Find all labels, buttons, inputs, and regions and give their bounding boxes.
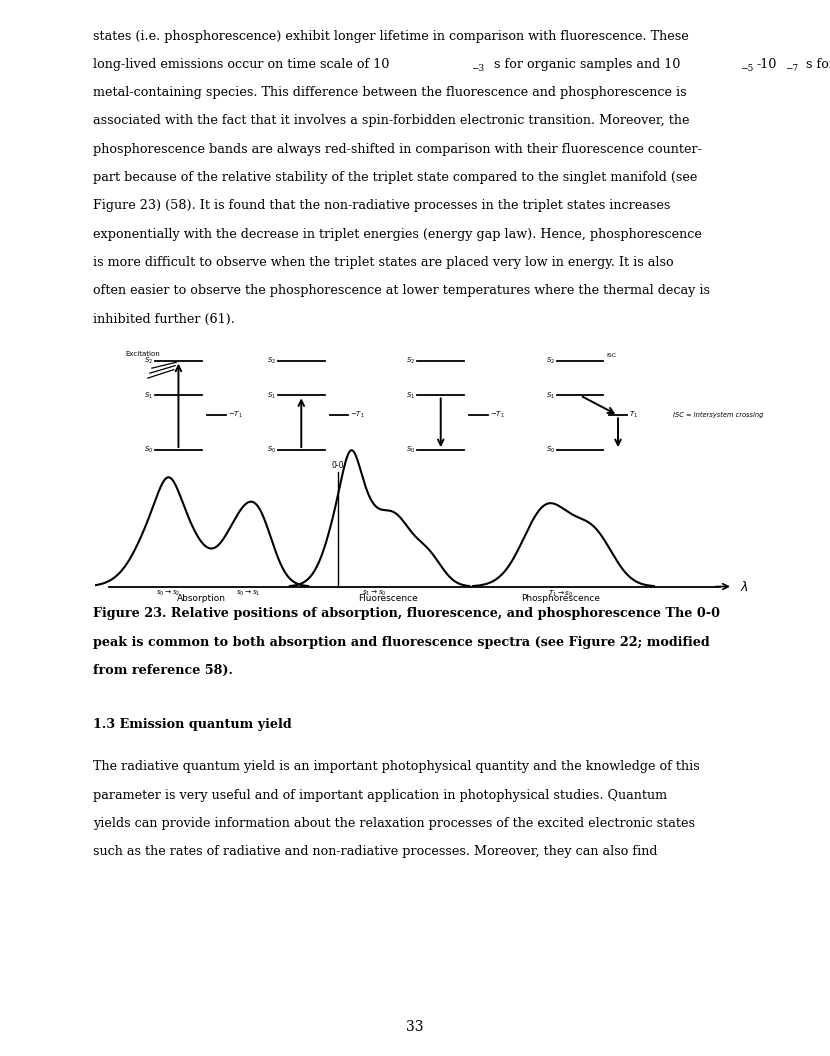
Text: long-lived emissions occur on time scale of 10: long-lived emissions occur on time scale… xyxy=(93,58,389,71)
Text: 0-0: 0-0 xyxy=(331,460,344,470)
Text: $S_2$: $S_2$ xyxy=(407,356,416,365)
Text: $S_1$: $S_1$ xyxy=(546,391,555,400)
Text: $S_0$: $S_0$ xyxy=(144,445,154,455)
Text: $S_1$: $S_1$ xyxy=(144,391,154,400)
Text: such as the rates of radiative and non-radiative processes. Moreover, they can a: such as the rates of radiative and non-r… xyxy=(93,845,657,859)
Text: $S_2$: $S_2$ xyxy=(267,356,276,365)
Text: ISC: ISC xyxy=(607,353,617,358)
Text: Excitation: Excitation xyxy=(125,351,160,357)
Text: $S_1$: $S_1$ xyxy=(407,391,416,400)
Text: part because of the relative stability of the triplet state compared to the sing: part because of the relative stability o… xyxy=(93,171,697,184)
Text: often easier to observe the phosphorescence at lower temperatures where the ther: often easier to observe the phosphoresce… xyxy=(93,284,710,298)
Text: −3: −3 xyxy=(471,64,484,73)
Text: $-T_1$: $-T_1$ xyxy=(227,410,242,420)
Text: $S_0$: $S_0$ xyxy=(406,445,416,455)
Text: yields can provide information about the relaxation processes of the excited ele: yields can provide information about the… xyxy=(93,817,695,830)
Text: is more difficult to observe when the triplet states are placed very low in ener: is more difficult to observe when the tr… xyxy=(93,256,674,269)
Text: ISC = Intersystem crossing: ISC = Intersystem crossing xyxy=(673,412,764,418)
Text: exponentially with the decrease in triplet energies (energy gap law). Hence, pho: exponentially with the decrease in tripl… xyxy=(93,228,702,241)
Text: Figure 23) (58). It is found that the non-radiative processes in the triplet sta: Figure 23) (58). It is found that the no… xyxy=(93,200,671,212)
Text: associated with the fact that it involves a spin-forbidden electronic transition: associated with the fact that it involve… xyxy=(93,114,690,128)
Text: phosphorescence bands are always red-shifted in comparison with their fluorescen: phosphorescence bands are always red-shi… xyxy=(93,143,702,156)
Text: Fluorescence: Fluorescence xyxy=(358,593,417,603)
Text: -10: -10 xyxy=(757,58,778,71)
Text: states (i.e. phosphorescence) exhibit longer lifetime in comparison with fluores: states (i.e. phosphorescence) exhibit lo… xyxy=(93,30,689,42)
Text: from reference 58).: from reference 58). xyxy=(93,664,233,677)
Text: 1.3 Emission quantum yield: 1.3 Emission quantum yield xyxy=(93,718,291,731)
Text: $S_2$: $S_2$ xyxy=(144,356,154,365)
Text: $S_2$: $S_2$ xyxy=(546,356,555,365)
Text: s for organic samples and 10: s for organic samples and 10 xyxy=(490,58,680,71)
Text: Phosphorescence: Phosphorescence xyxy=(520,593,600,603)
Text: $T_1 \rightarrow s_0$: $T_1 \rightarrow s_0$ xyxy=(548,589,573,599)
Text: $s_0 \rightarrow s_1$: $s_0 \rightarrow s_1$ xyxy=(236,589,261,598)
Text: −5: −5 xyxy=(740,64,754,73)
Text: The radiative quantum yield is an important photophysical quantity and the knowl: The radiative quantum yield is an import… xyxy=(93,760,700,773)
Text: s for: s for xyxy=(802,58,830,71)
Text: −7: −7 xyxy=(785,64,798,73)
Text: peak is common to both absorption and fluorescence spectra (see Figure 22; modif: peak is common to both absorption and fl… xyxy=(93,636,710,648)
Text: $-T_1$: $-T_1$ xyxy=(350,410,365,420)
Text: $-T_1$: $-T_1$ xyxy=(490,410,505,420)
Text: $S_0$: $S_0$ xyxy=(545,445,555,455)
Text: $S_0$: $S_0$ xyxy=(266,445,276,455)
Text: $S_1$: $S_1$ xyxy=(267,391,276,400)
Text: $\lambda$: $\lambda$ xyxy=(740,580,748,593)
Text: $s_1 \rightarrow s_0$: $s_1 \rightarrow s_0$ xyxy=(362,589,387,598)
Text: Figure 23. Relative positions of absorption, fluorescence, and phosphorescence T: Figure 23. Relative positions of absorpt… xyxy=(93,607,720,621)
Text: 33: 33 xyxy=(406,1020,424,1035)
Text: inhibited further (61).: inhibited further (61). xyxy=(93,313,235,325)
Text: $s_0 \rightarrow s_2$: $s_0 \rightarrow s_2$ xyxy=(156,589,181,598)
Text: metal-containing species. This difference between the fluorescence and phosphore: metal-containing species. This differenc… xyxy=(93,87,686,99)
Text: parameter is very useful and of important application in photophysical studies. : parameter is very useful and of importan… xyxy=(93,789,667,802)
Text: Absorption: Absorption xyxy=(177,593,227,603)
Text: $T_1$: $T_1$ xyxy=(629,410,638,420)
